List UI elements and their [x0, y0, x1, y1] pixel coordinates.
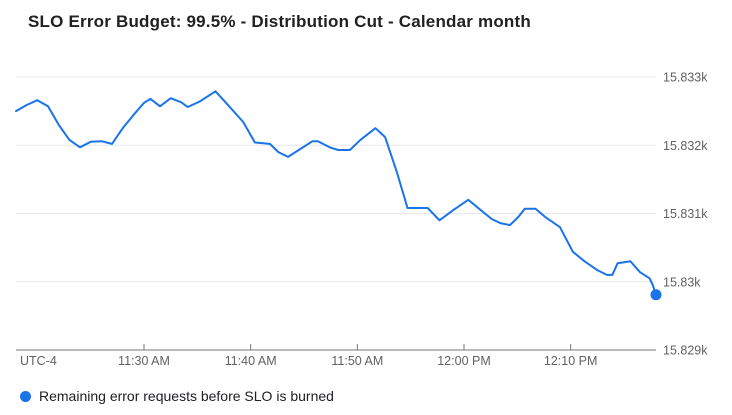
y-axis-tick-label: 15.829k: [663, 344, 708, 358]
legend: Remaining error requests before SLO is b…: [20, 386, 334, 406]
x-axis-tick-label: 12:00 PM: [437, 354, 491, 368]
x-axis-tick-label: 11:40 AM: [225, 354, 277, 368]
y-axis-tick-label: 15.831k: [663, 207, 708, 221]
series-end-marker[interactable]: [650, 289, 662, 301]
x-axis-tick-label: 11:50 AM: [331, 354, 383, 368]
chart-title: SLO Error Budget: 99.5% - Distribution C…: [28, 12, 531, 31]
y-axis-tick-label: 15.832k: [663, 139, 708, 153]
y-axis-tick-label: 15.833k: [663, 71, 708, 85]
x-axis-tick-label: 12:10 PM: [544, 354, 598, 368]
utc-offset-label: UTC-4: [20, 354, 57, 368]
series-color-dot-icon: [20, 390, 31, 402]
legend-label: Remaining error requests before SLO is b…: [39, 388, 334, 404]
legend-item[interactable]: Remaining error requests before SLO is b…: [20, 388, 334, 404]
x-axis-tick-label: 11:30 AM: [118, 354, 170, 368]
series-line[interactable]: [15, 90, 657, 296]
y-axis-tick-label: 15.83k: [663, 275, 701, 289]
